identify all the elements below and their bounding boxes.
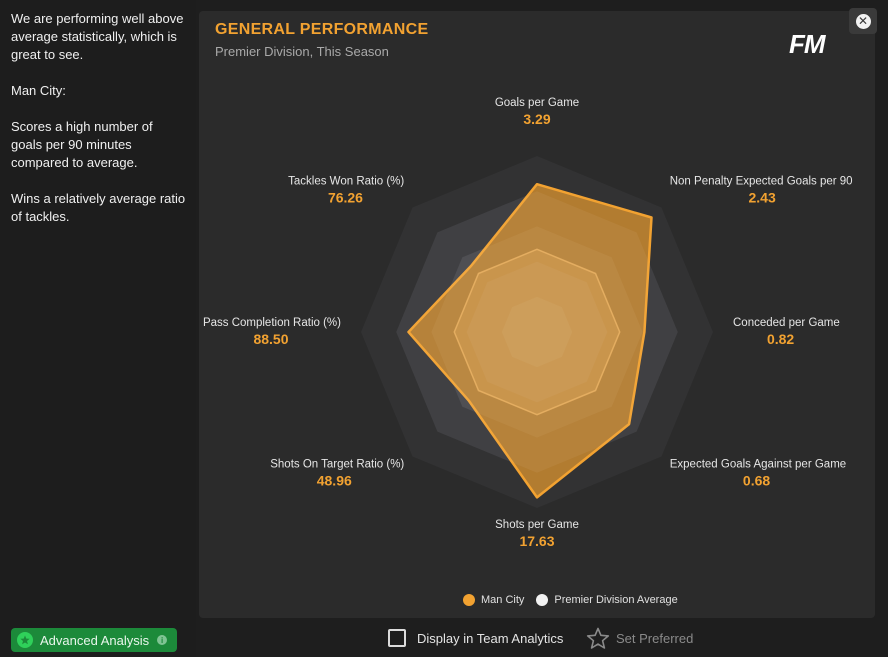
set-preferred-label: Set Preferred — [616, 631, 694, 646]
legend-dot-average — [536, 594, 549, 606]
advanced-analysis-label: Advanced Analysis — [40, 632, 150, 648]
metric-label-expected-goals-against-per-game: Expected Goals Against per Game — [670, 458, 846, 470]
close-button[interactable]: ✕ — [849, 8, 877, 34]
star-badge-icon — [17, 632, 33, 648]
metric-value-pass-completion-ratio: 88.50 — [253, 331, 288, 347]
advanced-analysis-button[interactable]: Advanced Analysis i — [11, 628, 177, 652]
metric-value-tackles-won-ratio: 76.26 — [328, 190, 363, 206]
legend-label-team: Man City — [481, 594, 525, 606]
metric-label-shots-per-game: Shots per Game — [495, 519, 579, 531]
star-outline-icon — [586, 627, 610, 649]
analysis-text: We are performing well above average sta… — [0, 10, 196, 244]
analysis-paragraph-3: Scores a high number of goals per 90 min… — [11, 119, 153, 170]
radar-chart: Goals per Game 3.29 Non Penalty Expected G… — [203, 97, 853, 549]
close-icon: ✕ — [855, 13, 871, 29]
panel-title: GENERAL PERFORMANCE — [215, 21, 429, 38]
metric-label-non-penalty-expected-goals-per-90: Non Penalty Expected Goals per 90 — [670, 176, 853, 188]
metric-value-non-penalty-expected-goals-per-90: 2.43 — [749, 190, 776, 206]
metric-label-shots-on-target-ratio: Shots On Target Ratio (%) — [270, 458, 404, 470]
metric-value-goals-per-game: 3.29 — [523, 111, 550, 127]
sidebar: We are performing well above average sta… — [0, 0, 196, 657]
display-in-team-analytics-label: Display in Team Analytics — [417, 630, 564, 646]
chart-legend: Man City Premier Division Average — [463, 594, 690, 606]
team-series-area — [407, 182, 653, 499]
set-preferred-button[interactable]: Set Preferred — [586, 627, 693, 650]
legend-item-average: Premier Division Average — [536, 594, 678, 606]
checkbox-box[interactable] — [388, 629, 406, 647]
info-icon[interactable]: i — [157, 635, 168, 645]
metric-value-shots-per-game: 17.63 — [519, 533, 554, 549]
analysis-paragraph-2: Man City: — [11, 83, 66, 98]
metric-value-shots-on-target-ratio: 48.96 — [317, 472, 352, 488]
metric-value-expected-goals-against-per-game: 0.68 — [743, 472, 770, 488]
analysis-paragraph-4: Wins a relatively average ratio of tackl… — [11, 191, 186, 224]
legend-item-team: Man City — [463, 594, 524, 606]
legend-label-average: Premier Division Average — [554, 594, 678, 606]
metric-label-pass-completion-ratio: Pass Completion Ratio (%) — [203, 317, 341, 329]
fm-logo: FM — [789, 29, 826, 59]
general-performance-panel: GENERAL PERFORMANCE Premier Division, Th… — [199, 11, 875, 618]
legend-dot-team — [463, 594, 475, 606]
panel-subtitle: Premier Division, This Season — [215, 44, 389, 59]
analysis-paragraph-1: We are performing well above average sta… — [11, 11, 184, 62]
metric-label-tackles-won-ratio: Tackles Won Ratio (%) — [288, 176, 404, 188]
metric-label-goals-per-game: Goals per Game — [495, 97, 579, 109]
radar-inner-shade-4 — [502, 297, 572, 367]
metric-value-conceded-per-game: 0.82 — [767, 331, 794, 347]
display-in-team-analytics-checkbox[interactable]: Display in Team Analytics — [388, 629, 563, 647]
metric-label-conceded-per-game: Conceded per Game — [733, 317, 840, 329]
